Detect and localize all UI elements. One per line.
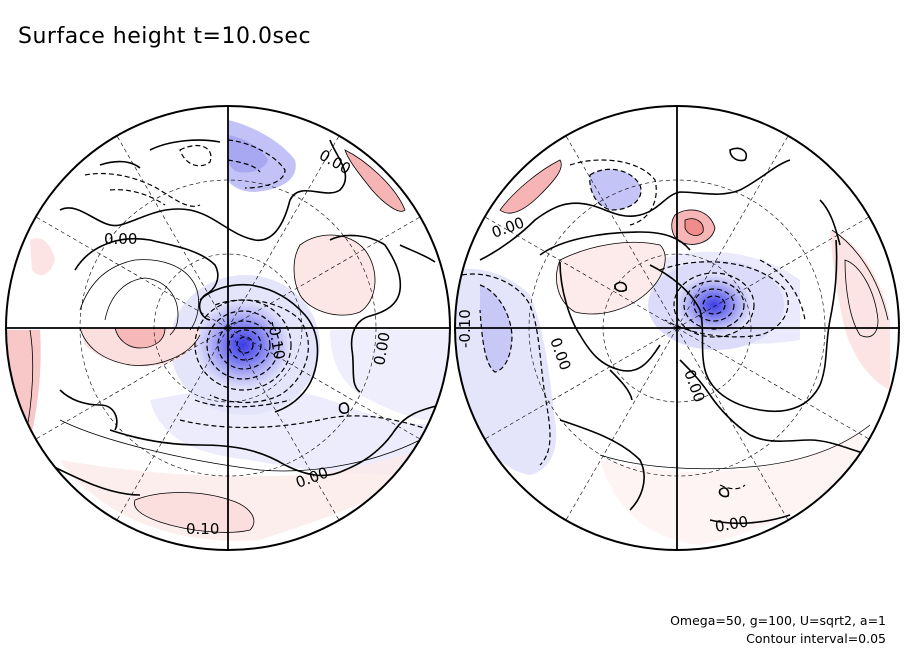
right-negative-region-nw <box>589 169 641 210</box>
left-negative-contours <box>84 139 431 431</box>
right-central-low <box>674 273 754 337</box>
contour-interval-caption: Contour interval=0.05 <box>746 631 886 646</box>
left-contour-label: 0.00 <box>370 331 394 367</box>
left-negative-region-north-core <box>228 135 268 173</box>
left-positive-contours <box>24 149 421 533</box>
plot-title: Surface height t=10.0sec <box>18 24 312 49</box>
left-positive-region-west-edge <box>6 330 41 440</box>
right-contour-label: -0.10 <box>456 309 474 348</box>
left-positive-region-ne <box>345 150 405 212</box>
right-negative-contours <box>461 159 806 490</box>
left-negative-region-east <box>330 330 450 421</box>
right-positive-region-high-core <box>685 218 704 236</box>
left-zero-contours <box>39 139 441 496</box>
right-contour-label: 0.00 <box>714 512 750 536</box>
right-contour-label: 0.00 <box>489 213 527 241</box>
right-hemisphere-boundary <box>454 105 900 551</box>
left-hemisphere-boundary <box>5 105 451 551</box>
right-negative-region-west <box>455 268 557 475</box>
right-contour-label: 0.00 <box>680 367 708 405</box>
parameters-caption: Omega=50, g=100, U=sqrt2, a=1 <box>670 613 886 628</box>
left-positive-region-mid <box>294 234 376 316</box>
right-hemisphere: 0.00 -0.10 0.00 0.00 0.00 <box>454 105 900 551</box>
right-contour-label: 0.00 <box>546 335 574 373</box>
left-contour-label: 0.10 <box>186 520 219 538</box>
left-contour-label: 0.00 <box>104 230 137 248</box>
left-contour-label: 0.00 <box>316 146 354 178</box>
right-positive-region-nw <box>500 160 562 214</box>
left-positive-region-west-core <box>115 328 165 348</box>
left-hemisphere: 0.00 0.00 -0.10 0.00 0.00 0.10 <box>5 105 451 551</box>
right-zero-contours <box>479 147 871 525</box>
left-positive-region-nw <box>30 238 55 276</box>
right-positive-region-east-wide <box>830 230 890 390</box>
right-positive-region-south <box>600 430 870 545</box>
right-positive-contours <box>499 159 889 470</box>
